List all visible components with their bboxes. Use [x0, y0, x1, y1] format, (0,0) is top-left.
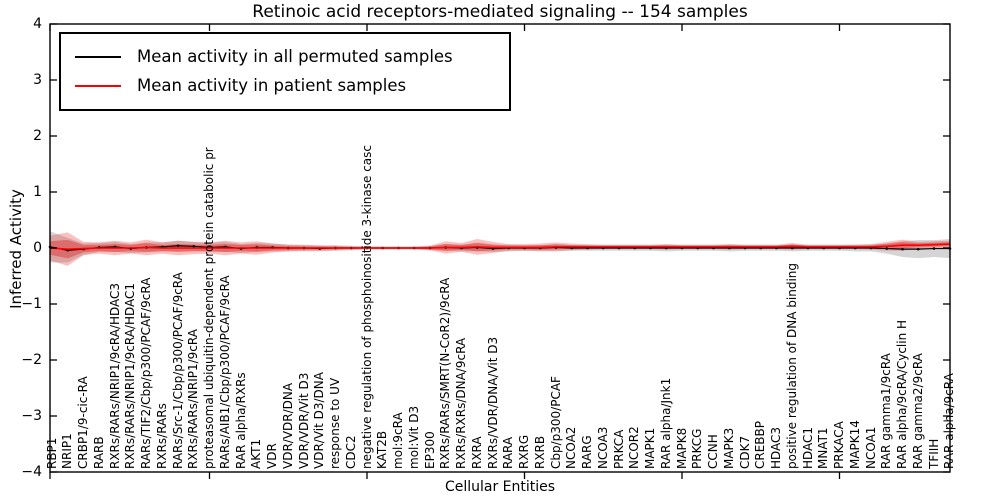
x-category-label: RARs/Src-1/Cbp/p300/PCAF/9cRA: [170, 272, 185, 469]
patient-line-sample: [75, 84, 121, 87]
y-tick-label: 4: [33, 16, 42, 32]
x-category-label: negative regulation of phosphoinositide …: [359, 145, 374, 469]
y-axis-label: Inferred Activity: [7, 189, 25, 309]
x-category-label: CDK7: [737, 435, 752, 469]
x-axis-label: Cellular Entities: [444, 479, 556, 495]
x-category-label: PRKACA: [832, 421, 846, 469]
x-category-label: RAR alpha/9cRA/Cyclin H: [895, 319, 909, 469]
permuted-mean-line: [49, 245, 950, 251]
legend-item-patient: Mean activity in patient samples: [75, 71, 499, 100]
x-category-label: AKT1: [249, 438, 264, 469]
x-category-label: VDR/VDR/DNA: [280, 382, 295, 469]
x-category-label: RXRs/RARs/SMRT(N-CoR2)/9cRA: [438, 277, 453, 469]
permuted-mean-marker: [932, 247, 936, 250]
x-category-label: MNAT1: [816, 427, 831, 469]
x-category-label: CRBP1/9-cic-RA: [76, 376, 90, 469]
y-tick-label: 3: [33, 72, 42, 88]
x-category-label: MAPK1: [643, 427, 657, 469]
legend: Mean activity in all permuted samples Me…: [59, 32, 511, 111]
permuted-mean-marker: [790, 246, 794, 250]
x-category-label: VDR: [265, 443, 279, 469]
x-category-label: PRKCG: [690, 428, 705, 469]
x-category-label: RXRs/RARs/NRIP1/9cRA/HDAC1: [123, 282, 138, 469]
x-category-label: RXRs/RARs: [154, 403, 169, 469]
legend-label: Mean activity in all permuted samples: [137, 47, 453, 66]
x-category-label: positive regulation of DNA binding: [784, 263, 799, 469]
x-category-label: Cbp/p300/PCAF: [548, 376, 563, 469]
x-category-label: CCNH: [706, 434, 720, 469]
x-category-label: RXRB: [532, 435, 547, 469]
x-category-label: RAR gamma2/9cRA: [910, 353, 925, 469]
x-category-label: mol:9cRA: [391, 412, 405, 469]
y-tick-label: 1: [33, 184, 42, 200]
x-category-label: NRIP1: [60, 433, 75, 469]
x-category-label: RARG: [580, 435, 594, 469]
x-category-label: MAPK8: [674, 427, 689, 469]
y-tick-label: 0: [33, 240, 42, 256]
legend-label: Mean activity in patient samples: [137, 76, 407, 95]
x-category-label: proteasomal ubiquitin-dependent protein …: [202, 147, 216, 469]
x-category-label: response to UV: [328, 377, 342, 469]
x-category-label: RARA: [501, 436, 516, 469]
x-category-label: TFIIH: [926, 438, 941, 469]
x-category-label: RXRs/VDR/DNA/Vit D3: [485, 336, 500, 469]
x-category-label: RAR alpha/Jnk1: [658, 377, 673, 469]
permuted-mean-marker: [885, 247, 889, 250]
x-category-label: RXRG: [517, 434, 531, 469]
x-category-label: RARs/TIF2/Cbp/p300/PCAF/9cRA: [139, 277, 153, 469]
patient-mean-line: [49, 243, 951, 250]
y-tick-label: −1: [21, 296, 42, 312]
x-category-label: MAPK3: [721, 427, 736, 469]
x-category-label: PRKCA: [611, 429, 626, 469]
permuted-mean-marker: [192, 245, 196, 248]
x-category-label: NCOA3: [595, 426, 610, 469]
x-category-label: CDC2: [343, 435, 358, 469]
x-category-label: NCOA1: [863, 426, 878, 469]
x-category-label: RARs/AIB1/Cbp/p300/PCAF/9cRA: [217, 275, 232, 469]
permuted-mean-marker: [176, 244, 180, 248]
x-category-label: RARB: [91, 436, 106, 469]
x-category-label: RAR gamma1/9cRA: [879, 353, 894, 469]
x-category-label: EP300: [422, 431, 437, 469]
x-category-label: VDR/Vit D3/DNA: [312, 372, 327, 469]
y-tick-label: −2: [21, 352, 42, 368]
x-category-label: KAT2B: [375, 430, 390, 469]
x-category-label: RXRs/RARs/NRIP1/9cRA/HDAC3: [107, 282, 122, 469]
x-category-label: HDAC1: [800, 426, 815, 469]
x-category-label: HDAC3: [769, 426, 783, 469]
x-category-label: NCOA2: [564, 426, 579, 469]
x-category-label: RAR alpha/9cRA: [942, 373, 957, 469]
x-category-label: MAPK14: [847, 420, 862, 469]
chart-title: Retinoic acid receptors-mediated signali…: [252, 2, 748, 22]
patient-std-band-outer: [50, 232, 950, 266]
y-tick-label: −4: [21, 464, 42, 480]
x-category-label: RXRs/RARs/NRIP1/9cRA: [186, 329, 201, 469]
legend-item-permuted: Mean activity in all permuted samples: [75, 42, 499, 71]
patient-std-band-inner: [50, 239, 950, 259]
x-category-label: CREBBP: [753, 421, 768, 469]
x-category-label: RXRA: [469, 436, 484, 469]
y-tick-label: −3: [21, 408, 42, 424]
x-category-label: NCOR2: [627, 426, 642, 469]
permuted-line-sample: [75, 55, 121, 58]
permuted-mean-marker: [916, 247, 920, 251]
y-tick-label: 2: [33, 128, 42, 144]
x-category-label: VDR/VDR/Vit D3: [296, 372, 311, 469]
x-category-label: RXRs/RXRs/DNA/9cRA: [454, 337, 468, 469]
x-category-label: RBP1: [44, 437, 59, 469]
x-category-label: mol:Vit D3: [406, 405, 421, 469]
permuted-mean-marker: [901, 247, 904, 251]
x-category-label: RAR alpha/RXRs: [233, 372, 248, 469]
